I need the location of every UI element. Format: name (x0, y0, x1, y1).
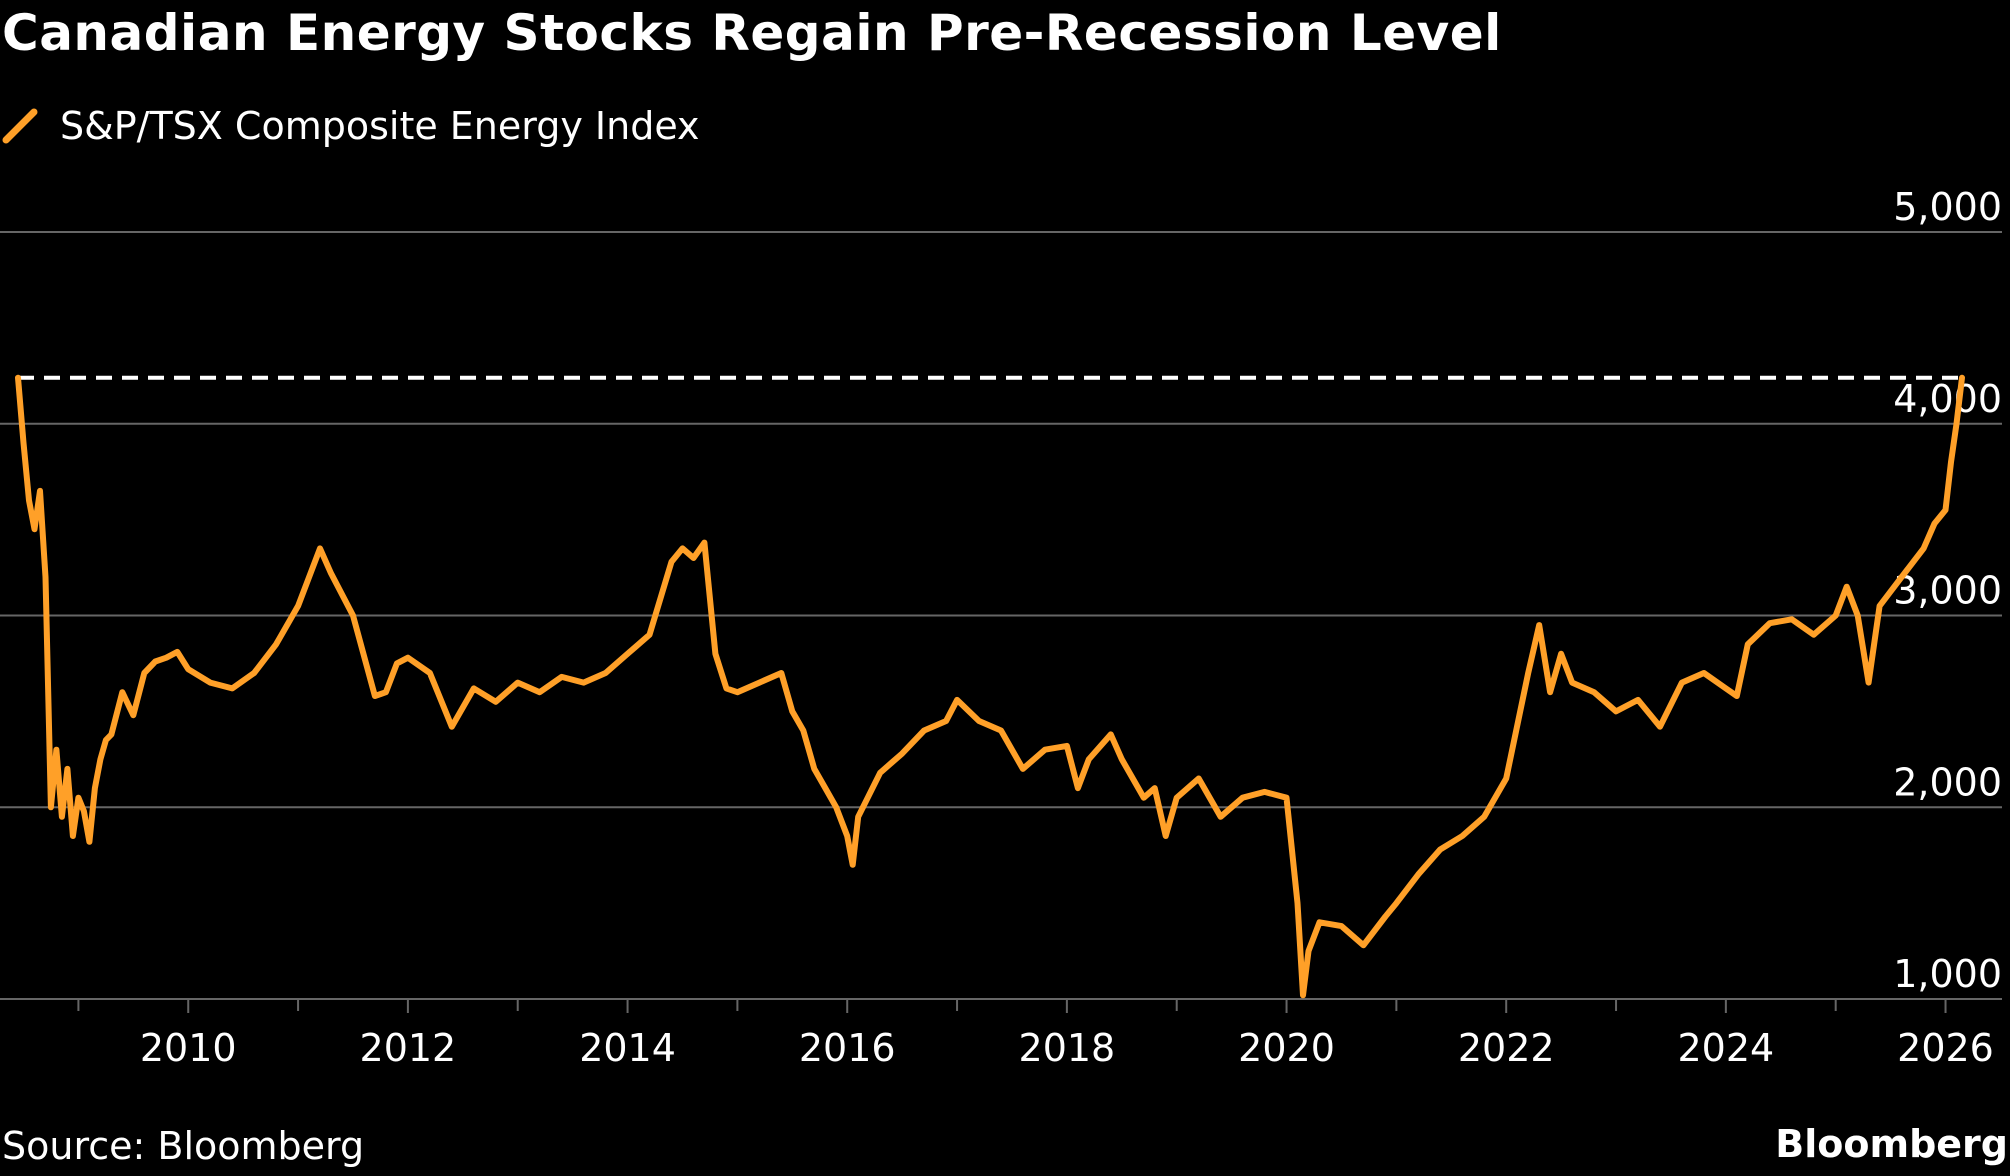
x-tick-label: 2020 (1238, 1026, 1335, 1070)
series-line (15, 374, 1965, 999)
x-tick-label: 2012 (360, 1026, 457, 1070)
x-tick-label: 2010 (140, 1026, 237, 1070)
legend-label: S&P/TSX Composite Energy Index (60, 104, 700, 148)
x-tick-label: 2014 (579, 1026, 676, 1070)
y-tick-label: 5,000 (1893, 185, 2002, 229)
y-tick-label: 3,000 (1893, 569, 2002, 613)
brand-logo: Bloomberg (1775, 1122, 2008, 1166)
legend: S&P/TSX Composite Energy Index (2, 102, 700, 150)
x-tick-label: 2016 (799, 1026, 896, 1070)
source-note: Source: Bloomberg (2, 1124, 365, 1168)
x-tick-label: 2024 (1678, 1026, 1775, 1070)
y-tick-label: 1,000 (1893, 952, 2002, 996)
x-tick-label: 2026 (1897, 1026, 1994, 1070)
x-tick-label: 2018 (1019, 1026, 1116, 1070)
diagonal-line-icon (2, 108, 38, 144)
chart-title: Canadian Energy Stocks Regain Pre-Recess… (2, 4, 1502, 62)
y-tick-label: 4,000 (1893, 377, 2002, 421)
y-tick-label: 2,000 (1893, 760, 2002, 804)
x-tick-label: 2022 (1458, 1026, 1555, 1070)
